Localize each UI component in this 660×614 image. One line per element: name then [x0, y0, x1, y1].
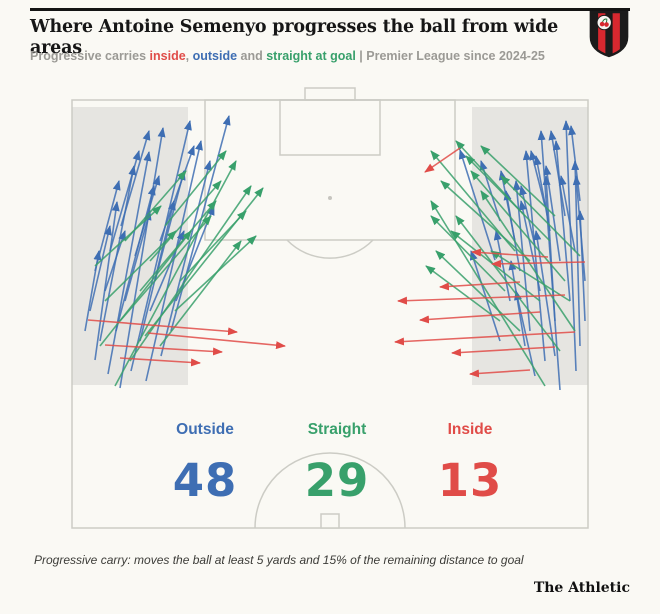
- carry-arrow-straight: [430, 200, 546, 387]
- centre-circle: [254, 452, 406, 529]
- carry-arrow-outside: [552, 140, 571, 302]
- page-title: Where Antoine Semenyo progresses the bal…: [30, 17, 559, 58]
- subtitle-sep2: and: [237, 49, 267, 63]
- carry-arrow-straight: [159, 240, 242, 347]
- carry-arrow-outside: [558, 175, 576, 252]
- carry-arrow-straight: [174, 235, 257, 312]
- carry-arrow-outside: [519, 185, 536, 247]
- carry-arrow-outside: [89, 225, 112, 312]
- bournemouth-crest-icon: [589, 10, 629, 58]
- carry-arrow-inside: [424, 147, 461, 173]
- count-inside: 13: [437, 454, 503, 507]
- carry-arrow-straight: [99, 230, 192, 347]
- crest-cherry-left: [599, 21, 605, 27]
- left-wide-zone: [72, 107, 188, 385]
- carry-arrow-outside: [542, 175, 556, 322]
- publisher-logo: The Athletic: [533, 580, 630, 596]
- legend-label-inside: Inside: [447, 421, 493, 438]
- penalty-area: [204, 99, 456, 241]
- penalty-arc: [286, 239, 374, 259]
- subtitle-inside-word: inside: [149, 49, 186, 63]
- penalty-spot: [328, 196, 332, 200]
- carry-arrow-outside: [529, 150, 546, 207]
- carry-arrow-outside: [120, 130, 151, 227]
- centre-mark: [320, 513, 340, 529]
- crest-cherry-right: [604, 22, 609, 27]
- carry-arrow-inside: [394, 331, 576, 346]
- carry-arrow-straight: [124, 170, 187, 242]
- carry-arrow-straight: [114, 160, 237, 387]
- goal: [304, 87, 356, 101]
- carry-arrow-straight: [430, 150, 516, 252]
- carry-arrow-inside: [87, 319, 238, 336]
- carry-arrow-outside: [94, 201, 120, 361]
- carry-arrow-outside: [149, 230, 185, 312]
- carry-arrow-outside: [124, 210, 152, 302]
- carry-arrow-outside: [493, 230, 511, 302]
- carry-arrow-straight: [480, 190, 576, 332]
- subtitle-sep1: ,: [185, 49, 193, 63]
- carry-arrow-outside: [107, 151, 152, 375]
- carry-arrow-straight: [435, 250, 521, 332]
- top-rule: [30, 8, 630, 11]
- carry-arrow-outside: [514, 290, 536, 377]
- subtitle-prefix: Progressive carries: [30, 49, 150, 63]
- carry-arrow-inside: [439, 281, 521, 291]
- count-straight: 29: [304, 454, 370, 507]
- carry-arrow-straight: [440, 180, 531, 262]
- subtitle-outside-word: outside: [192, 49, 238, 63]
- carry-arrow-straight: [490, 250, 571, 302]
- carry-arrow-inside: [119, 357, 201, 367]
- carry-arrow-inside: [397, 294, 566, 305]
- carry-arrow-outside: [568, 125, 581, 202]
- carry-arrow-inside: [491, 259, 586, 268]
- carry-arrow-inside: [451, 346, 556, 357]
- carry-arrow-straight: [129, 185, 252, 362]
- carry-arrow-straight: [179, 210, 247, 282]
- carry-arrow-straight: [149, 180, 222, 262]
- crest-shield-outline: [589, 10, 629, 58]
- carry-arrow-straight: [455, 140, 526, 217]
- carry-arrow-straight: [480, 145, 556, 217]
- six-yard-box: [279, 99, 381, 156]
- carry-arrow-outside: [572, 175, 586, 282]
- carry-arrow-inside: [147, 332, 286, 350]
- carry-arrow-straight: [430, 215, 506, 292]
- carry-arrow-outside: [160, 160, 212, 357]
- legend-label-straight: Straight: [307, 421, 367, 438]
- carry-arrow-outside: [109, 150, 141, 252]
- legend-label-outside: Outside: [176, 421, 234, 438]
- carry-arrow-inside: [104, 344, 223, 356]
- subtitle: Progressive carries inside, outside and …: [30, 49, 545, 63]
- carry-arrow-outside: [469, 250, 501, 342]
- subtitle-suffix: | Premier League since 2024-25: [355, 49, 545, 63]
- carry-arrow-straight: [139, 200, 217, 292]
- carry-arrow-outside: [533, 155, 551, 232]
- carry-arrow-outside: [458, 149, 496, 261]
- carry-arrow-outside: [119, 127, 166, 389]
- carry-arrow-straight: [164, 150, 227, 227]
- carry-arrow-straight: [119, 215, 212, 322]
- carry-arrow-inside: [419, 311, 541, 324]
- arrows-layer: [84, 115, 586, 391]
- carry-arrow-outside: [548, 130, 566, 217]
- carry-arrow-inside: [471, 248, 549, 258]
- carry-arrow-straight: [500, 175, 581, 257]
- carry-arrow-straight: [104, 230, 177, 302]
- carry-arrow-inside: [469, 369, 531, 378]
- carry-arrow-straight: [425, 265, 501, 322]
- carry-arrow-outside: [145, 140, 203, 382]
- footnote: Progressive carry: moves the ball at lea…: [34, 553, 524, 567]
- subtitle-straight-word: straight at goal: [266, 49, 356, 63]
- count-outside: 48: [172, 454, 238, 507]
- carry-arrow-straight: [94, 205, 162, 267]
